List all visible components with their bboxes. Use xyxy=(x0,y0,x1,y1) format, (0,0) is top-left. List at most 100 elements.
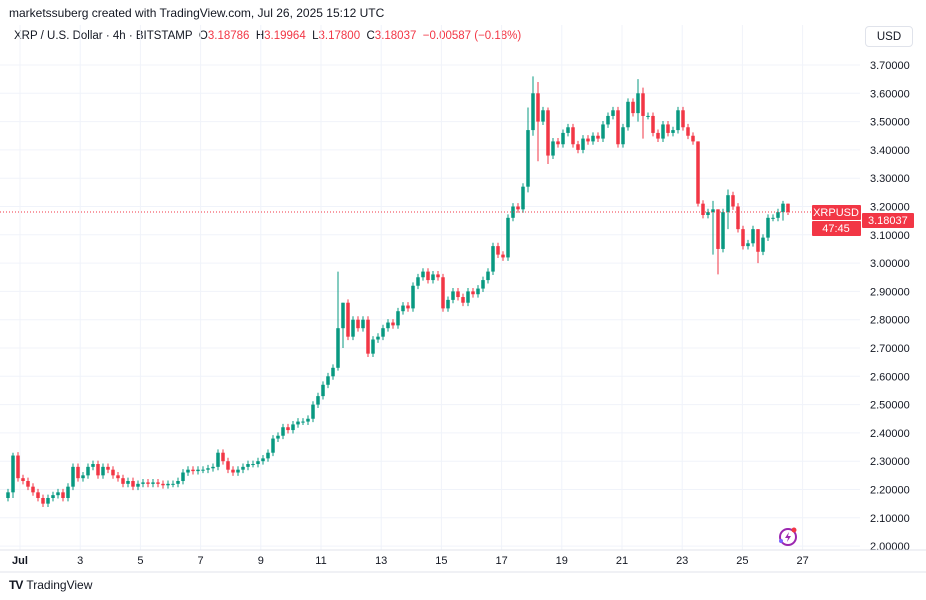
candle xyxy=(11,452,15,498)
candle-body xyxy=(66,486,70,498)
candle xyxy=(526,107,530,193)
candle xyxy=(426,268,430,284)
candle xyxy=(26,477,30,491)
candle-body xyxy=(256,461,260,465)
date-tick-label: 19 xyxy=(556,555,568,567)
candle xyxy=(36,488,40,502)
candle-body xyxy=(266,452,270,459)
candle-body xyxy=(746,243,750,247)
candle xyxy=(261,454,265,465)
candle xyxy=(276,432,280,442)
candle-body xyxy=(721,212,725,249)
candle xyxy=(366,316,370,358)
symbol-title[interactable]: XRP / U.S. Dollar · 4h · BITSTAMP xyxy=(14,30,193,42)
candle xyxy=(571,123,575,148)
candle xyxy=(251,460,255,468)
candle xyxy=(61,488,65,502)
candle-body xyxy=(21,478,25,482)
candle-body xyxy=(206,468,210,470)
candle xyxy=(376,333,380,343)
candle-body xyxy=(411,285,415,309)
candle-body xyxy=(406,305,410,309)
candle xyxy=(601,121,605,142)
candle-body xyxy=(461,297,465,303)
candle-body xyxy=(41,497,45,504)
candle-body xyxy=(316,396,320,405)
candle xyxy=(176,477,180,488)
candle xyxy=(776,208,780,222)
candle-body xyxy=(546,110,550,156)
date-tick-label: 9 xyxy=(258,555,264,567)
candle xyxy=(156,479,160,488)
candle-body xyxy=(241,466,245,470)
candle-body xyxy=(566,127,570,133)
candle-body xyxy=(321,384,325,397)
candle xyxy=(16,452,20,482)
candle xyxy=(771,214,775,222)
candle-body xyxy=(616,110,620,145)
candle-body xyxy=(776,212,780,218)
candle-body xyxy=(326,376,330,385)
candle-body xyxy=(761,237,765,252)
candle xyxy=(591,132,595,145)
candle xyxy=(66,483,70,502)
candle-body xyxy=(221,452,225,462)
candle xyxy=(666,121,670,137)
date-tick-label: 25 xyxy=(736,555,748,567)
price-tick-label: 3.10000 xyxy=(870,230,910,242)
price-tick-label: 3.60000 xyxy=(870,88,910,100)
candle xyxy=(391,319,395,329)
candle-body xyxy=(386,322,390,329)
candle xyxy=(371,336,375,358)
candle-body xyxy=(116,475,120,479)
candle-body xyxy=(706,212,710,215)
candle xyxy=(756,229,760,264)
candle-body xyxy=(481,280,485,289)
candle-body xyxy=(606,115,610,125)
lightning-icon[interactable] xyxy=(779,527,797,546)
candle xyxy=(491,242,495,275)
candle xyxy=(501,251,505,261)
candle xyxy=(311,401,315,423)
candle xyxy=(171,480,175,488)
candle-body xyxy=(216,452,220,467)
candle xyxy=(31,483,35,496)
candle-body xyxy=(726,195,730,213)
candle-body xyxy=(591,135,595,142)
high-value: 3.19964 xyxy=(264,30,306,42)
candle xyxy=(646,112,650,120)
candle xyxy=(121,474,125,488)
candle xyxy=(476,285,480,298)
candle xyxy=(726,189,730,230)
candle xyxy=(201,466,205,474)
candle xyxy=(361,316,365,332)
price-tick-label: 3.50000 xyxy=(870,117,910,129)
currency-button[interactable]: USD xyxy=(865,26,913,47)
tradingview-logo[interactable]: TV TradingView xyxy=(9,578,92,592)
candle xyxy=(321,381,325,400)
candle xyxy=(151,479,155,488)
candle xyxy=(446,296,450,312)
candle-body xyxy=(491,246,495,272)
candle-body xyxy=(356,319,360,329)
logo-text: TradingView xyxy=(26,578,93,592)
candle xyxy=(556,138,560,148)
candle xyxy=(656,129,660,142)
candle xyxy=(626,98,630,131)
candle xyxy=(456,288,460,301)
candle-body xyxy=(86,466,90,476)
candle xyxy=(46,494,50,508)
candle-body xyxy=(711,209,715,213)
candle-body xyxy=(451,291,455,300)
candle xyxy=(196,466,200,475)
candle xyxy=(286,423,290,434)
candle xyxy=(766,214,770,242)
price-tick-label: 2.30000 xyxy=(870,456,910,468)
price-tag-value: 3.18037 xyxy=(868,215,908,227)
candle-body xyxy=(126,481,130,484)
price-tag: XRPUSD 47:45 3.18037 xyxy=(812,205,914,236)
candle-body xyxy=(36,492,40,498)
candle xyxy=(41,494,45,508)
candle xyxy=(136,480,140,491)
